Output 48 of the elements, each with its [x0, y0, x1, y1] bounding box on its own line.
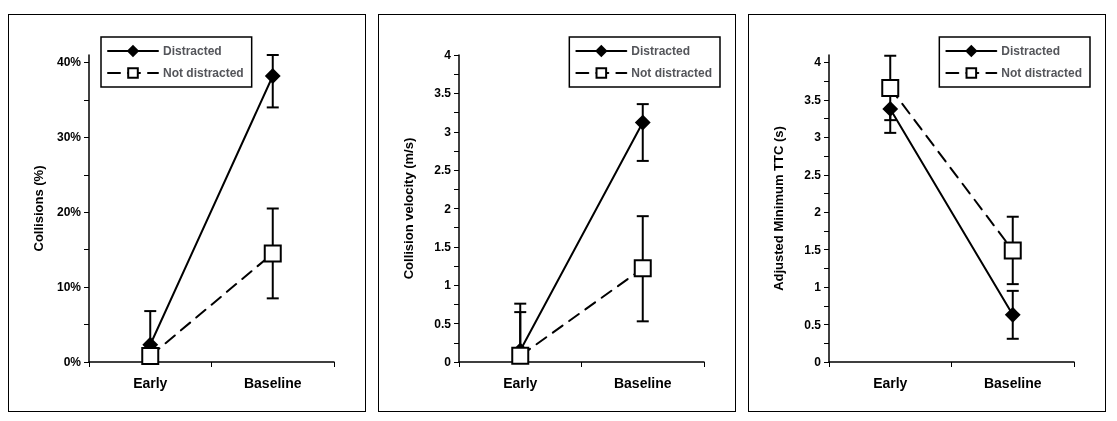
- y-tick-label: 1: [444, 278, 452, 293]
- x-tick-label: Early: [873, 375, 908, 391]
- y-tick-label: 1: [814, 280, 822, 295]
- legend-label: Distracted: [1001, 44, 1061, 58]
- x-tick-label: Baseline: [613, 375, 672, 391]
- legend-label: Distracted: [631, 44, 691, 58]
- x-tick-label: Baseline: [243, 375, 302, 391]
- y-tick-label: 10%: [56, 280, 82, 295]
- y-tick-label: 2: [444, 201, 452, 216]
- point: [263, 244, 282, 263]
- y-axis-title: Collision velocity (m/s): [401, 137, 416, 280]
- y-tick-label: 40%: [56, 55, 82, 70]
- y-tick-label: 20%: [56, 205, 82, 220]
- point: [635, 115, 651, 131]
- y-tick-label: 0: [814, 355, 822, 369]
- y-tick-label: 0: [444, 355, 452, 369]
- y-tick-label: 1.5: [434, 239, 452, 254]
- legend-label: Not distracted: [163, 66, 244, 80]
- y-axis-title: Adjusted Minimum TTC (s): [771, 126, 786, 291]
- point: [882, 101, 898, 117]
- point: [141, 347, 160, 366]
- y-tick-label: 2.5: [434, 163, 452, 178]
- point: [1003, 241, 1022, 260]
- y-tick-label: 2: [814, 205, 822, 220]
- y-tick-label: 0.5: [434, 316, 452, 331]
- y-tick-label: 2.5: [804, 167, 822, 182]
- x-tick-label: Baseline: [983, 375, 1042, 391]
- x-tick-label: Early: [503, 375, 538, 391]
- legend-label: Distracted: [163, 44, 222, 58]
- point: [881, 78, 900, 97]
- point: [265, 68, 281, 84]
- y-tick-label: 1.5: [804, 242, 822, 257]
- y-tick-label: 3.5: [804, 92, 822, 107]
- point: [1005, 307, 1021, 323]
- legend-label: Not distracted: [631, 66, 713, 80]
- y-tick-label: 0%: [63, 355, 82, 369]
- y-tick-label: 3: [444, 124, 452, 139]
- y-tick-label: 4: [814, 55, 822, 70]
- point: [511, 346, 530, 365]
- y-tick-label: 0.5: [804, 317, 822, 332]
- point: [633, 259, 652, 278]
- y-tick-label: 3.5: [434, 86, 452, 101]
- y-axis-title: Collisions (%): [31, 165, 46, 252]
- y-tick-label: 30%: [56, 130, 82, 145]
- y-tick-label: 4: [444, 48, 452, 62]
- legend-label: Not distracted: [1001, 66, 1083, 80]
- y-tick-label: 3: [814, 130, 822, 145]
- x-tick-label: Early: [133, 375, 168, 391]
